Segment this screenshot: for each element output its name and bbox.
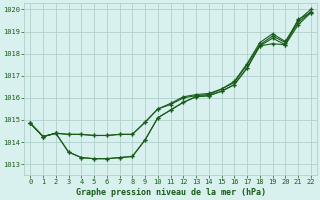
X-axis label: Graphe pression niveau de la mer (hPa): Graphe pression niveau de la mer (hPa) [76, 188, 266, 197]
